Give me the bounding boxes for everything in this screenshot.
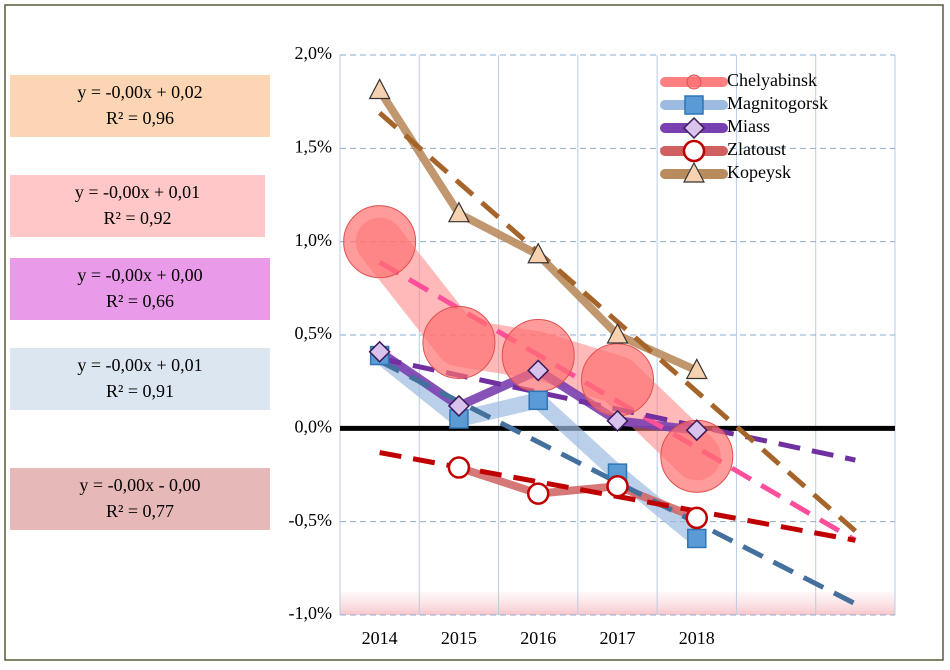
marker <box>447 394 470 417</box>
marker <box>685 358 708 380</box>
x-tick-label: 2018 <box>679 628 715 648</box>
marker <box>685 506 709 530</box>
marker <box>368 340 391 363</box>
marker <box>606 474 629 498</box>
r2-text: R² = 0,92 <box>103 208 171 228</box>
equation-text: y = -0,00x + 0,02 <box>77 82 202 102</box>
equation-box <box>10 348 270 410</box>
x-tick-label: 2016 <box>520 628 556 648</box>
r2-text: R² = 0,96 <box>106 108 174 128</box>
r2-text: R² = 0,77 <box>106 501 174 521</box>
r2-text: R² = 0,66 <box>106 291 174 311</box>
y-tick-label: -0,5% <box>289 510 333 530</box>
legend-label: Chelyabinsk <box>727 70 817 90</box>
marker <box>527 242 550 264</box>
marker <box>528 390 548 411</box>
background-band <box>340 592 895 615</box>
marker <box>527 359 550 382</box>
marker <box>686 74 702 90</box>
marker <box>682 139 706 163</box>
marker <box>685 419 708 442</box>
marker <box>422 305 496 379</box>
y-tick-label: 2,0% <box>295 43 333 63</box>
r2-text: R² = 0,91 <box>106 381 174 401</box>
equation-text: y = -0,00x - 0,00 <box>79 475 200 495</box>
legend-label: Zlatoust <box>727 139 786 159</box>
marker <box>447 201 470 223</box>
y-tick-label: 0,5% <box>295 323 333 343</box>
marker <box>684 95 704 115</box>
legend-label: Kopeysk <box>727 162 791 182</box>
trend-line <box>377 110 858 533</box>
equation-text: y = -0,00x + 0,00 <box>77 265 202 285</box>
marker <box>606 322 629 344</box>
equation-box <box>10 75 270 137</box>
equation-box <box>10 258 270 320</box>
y-tick-label: -1,0% <box>289 603 333 623</box>
y-tick-label: 1,0% <box>295 230 333 250</box>
equation-text: y = -0,00x + 0,01 <box>75 182 200 202</box>
x-tick-label: 2014 <box>362 628 398 648</box>
equation-box <box>10 175 265 237</box>
legend-label: Miass <box>727 116 770 136</box>
marker <box>682 116 706 140</box>
equation-box <box>10 468 270 530</box>
y-tick-label: 1,5% <box>295 136 333 156</box>
x-tick-label: 2017 <box>600 628 636 648</box>
x-tick-label: 2015 <box>441 628 477 648</box>
marker <box>343 205 417 279</box>
marker <box>368 78 391 100</box>
y-tick-label: 0,0% <box>295 416 333 436</box>
marker <box>606 409 629 432</box>
equation-text: y = -0,00x + 0,01 <box>77 355 202 375</box>
legend-label: Magnitogorsk <box>727 93 828 113</box>
marker <box>526 482 550 505</box>
marker <box>581 343 654 417</box>
marker <box>683 161 705 183</box>
marker <box>447 456 471 479</box>
marker <box>687 528 707 549</box>
